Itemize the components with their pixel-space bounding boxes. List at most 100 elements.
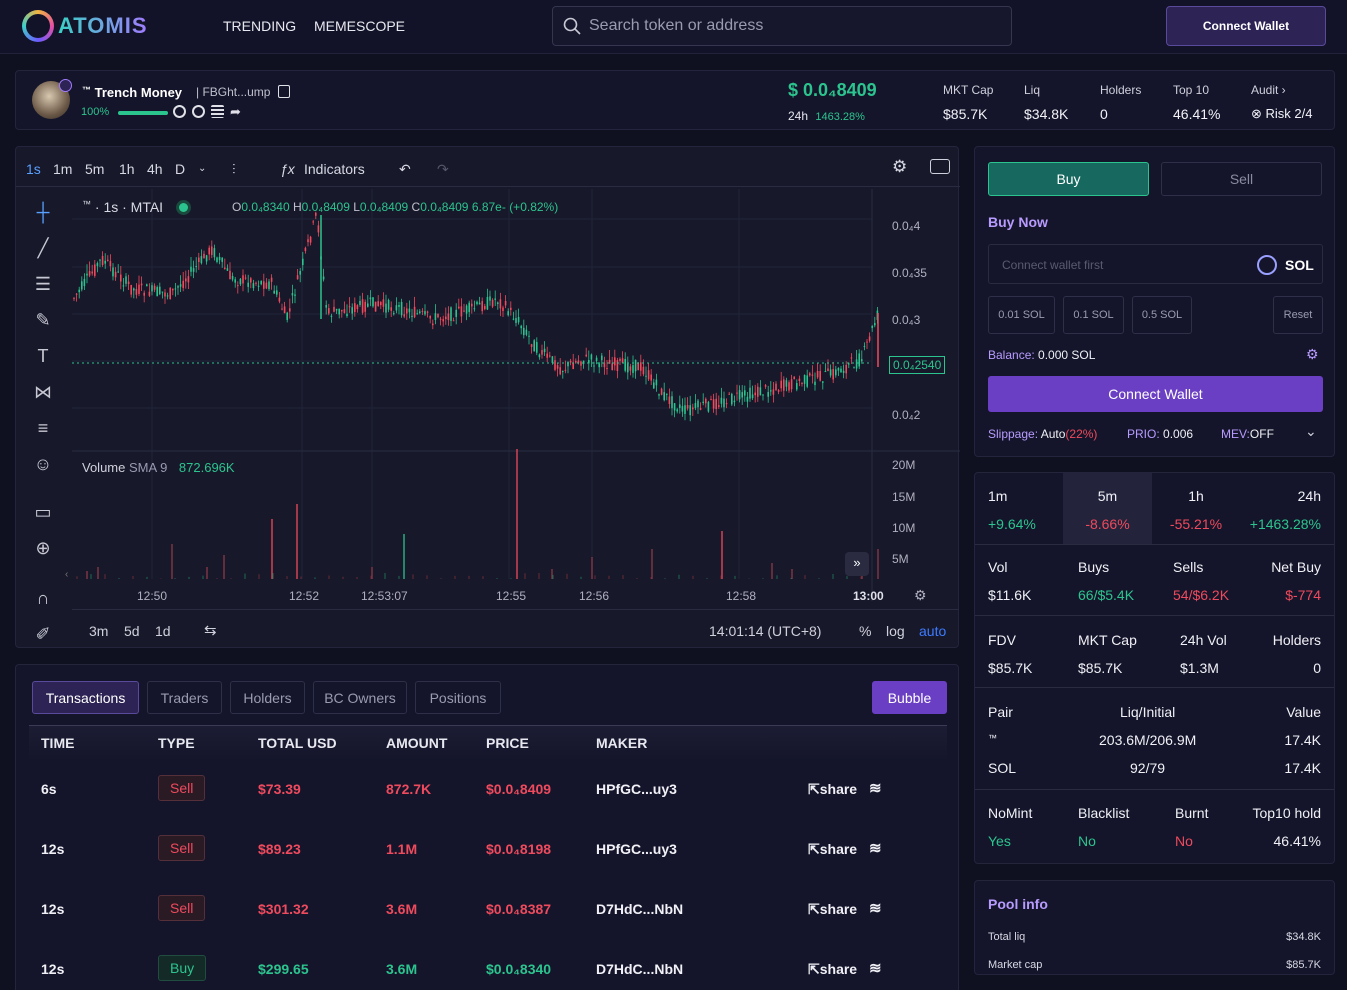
tf-1m[interactable]: 1m (53, 161, 73, 177)
quick-amount-001[interactable]: 0.01 SOL (988, 296, 1055, 334)
range-5d[interactable]: 5d (124, 623, 140, 639)
magnet-icon[interactable]: ∩ (36, 588, 50, 608)
search-token-icon[interactable] (192, 105, 205, 118)
percent-toggle[interactable]: % (859, 623, 872, 639)
tx-maker[interactable]: D7HdC...NbN (596, 961, 684, 977)
tf-d[interactable]: D (175, 161, 186, 177)
search-input[interactable]: Search token or address (589, 17, 764, 34)
tab-holders[interactable]: Holders (230, 681, 305, 714)
atomis-logo[interactable]: ATOMIS (22, 10, 148, 42)
candle-type-icon[interactable]: ⫶ (232, 161, 236, 177)
ohlc-readout: O0.0₄8340 H0.0₄8409 L0.0₄8409 C0.0₄8409 … (232, 200, 559, 214)
table-row[interactable]: 12s Buy $299.65 3.6M $0.0₄8340 D7HdC...NbN ⇱ sh… (16, 939, 960, 990)
share-link[interactable]: ⇱ share (808, 781, 858, 797)
globe-icon[interactable] (173, 105, 186, 118)
nav-trending[interactable]: TRENDING (223, 18, 297, 34)
currency-label[interactable]: SOL (1285, 257, 1314, 273)
table-header (29, 725, 947, 761)
share-link[interactable]: ⇱ share (808, 841, 858, 857)
trendline-icon[interactable]: ╱ (37, 238, 49, 258)
text-icon[interactable]: T (37, 346, 49, 366)
slippage[interactable]: Slippage: Auto(22%) (988, 427, 1098, 441)
tab-traders[interactable]: Traders (147, 681, 222, 714)
date-range-icon[interactable]: ⇆ (204, 622, 217, 639)
quick-amount-05[interactable]: 0.5 SOL (1132, 296, 1192, 334)
solscan-icon[interactable]: ≋ (869, 780, 882, 797)
tab-positions[interactable]: Positions (415, 681, 501, 714)
brush-icon[interactable]: ✎ (35, 310, 51, 330)
reset-button[interactable]: Reset (1273, 296, 1323, 334)
ruler-icon[interactable]: ▭ (34, 502, 52, 522)
tx-amount: 1.1M (386, 841, 418, 857)
indicators-button[interactable]: Indicators (304, 161, 365, 177)
period-selected-bg (1063, 473, 1152, 544)
tab-transactions[interactable]: Transactions (32, 681, 139, 714)
audit-top10: Top10 hold 46.41% (1252, 805, 1321, 849)
undo-icon[interactable]: ↶ (399, 161, 411, 177)
solscan-icon[interactable]: ≋ (869, 960, 882, 977)
volume-legend: Volume SMA 9 872.696K (82, 460, 235, 475)
lock-draw-icon[interactable]: ✐ (35, 624, 51, 644)
collapse-toolbar-icon[interactable]: ‹ (65, 569, 69, 580)
tf-4h[interactable]: 4h (147, 161, 163, 177)
tf-5m[interactable]: 5m (85, 161, 105, 177)
volume-tick: 5M (892, 552, 909, 566)
tab-bc-owners[interactable]: BC Owners (313, 681, 407, 714)
copy-icon[interactable] (278, 85, 290, 98)
tf-1s[interactable]: 1s (26, 161, 41, 177)
chart-canvas[interactable] (72, 189, 960, 601)
zoom-icon[interactable]: ⊕ (35, 538, 51, 558)
chart-clock[interactable]: 14:01:14 (UTC+8) (709, 623, 822, 639)
priority-fee[interactable]: PRIO: 0.006 (1127, 427, 1194, 441)
chevron-down-icon[interactable]: ⌄ (1305, 423, 1317, 439)
time-tick: 12:52 (289, 589, 320, 603)
period-1h[interactable]: 1h -55.21% (1169, 488, 1223, 532)
solana-icon[interactable] (211, 105, 224, 118)
tx-maker[interactable]: HPfGC...uy3 (596, 841, 677, 857)
connect-wallet-trade-button[interactable]: Connect Wallet (988, 376, 1323, 412)
share-link[interactable]: ⇱ share (808, 961, 858, 977)
period-5m[interactable]: 5m -8.66% (1085, 488, 1130, 532)
solscan-icon[interactable]: ≋ (869, 900, 882, 917)
tf-1h[interactable]: 1h (119, 161, 135, 177)
stat-audit[interactable]: Audit › ⊗ Risk 2/4 (1251, 83, 1313, 121)
forecast-icon[interactable]: ≡ (37, 418, 49, 438)
axis-settings-icon[interactable]: ⚙ (914, 587, 927, 603)
price-chart-panel: 1s 1m 5m 1h 4h D ⌄ ⫶ ƒx Indicators ↶ ↷ ⚙… (15, 146, 960, 648)
quick-amount-01[interactable]: 0.1 SOL (1063, 296, 1124, 334)
period-1m[interactable]: 1m +9.64% (988, 488, 1036, 532)
amount-input[interactable]: Connect wallet first SOL (988, 244, 1323, 284)
share-icon[interactable]: ➦ (230, 104, 241, 119)
trade-settings-icon[interactable]: ⚙ (1306, 346, 1319, 362)
table-row[interactable]: 6s Sell $73.39 872.7K $0.0₄8409 HPfGC...uy3 ⇱ s… (16, 759, 960, 819)
chart-settings-icon[interactable]: ⚙ (892, 157, 908, 176)
solscan-icon[interactable]: ≋ (869, 840, 882, 857)
table-row[interactable]: 12s Sell $89.23 1.1M $0.0₄8198 HPfGC...uy3 ⇱ sh… (16, 819, 960, 879)
auto-toggle[interactable]: auto (919, 623, 947, 639)
mev-protect[interactable]: MEV:OFF (1221, 427, 1274, 441)
tf-dropdown-icon[interactable]: ⌄ (198, 163, 207, 174)
connect-wallet-button[interactable]: Connect Wallet (1166, 6, 1326, 46)
audit-burnt: Burnt No (1175, 805, 1209, 849)
range-3m[interactable]: 3m (89, 623, 109, 639)
audit-nomint: NoMint Yes (988, 805, 1033, 849)
tx-maker[interactable]: HPfGC...uy3 (596, 781, 677, 797)
crosshair-icon[interactable]: ┼ (36, 202, 50, 222)
emoji-icon[interactable]: ☺ (33, 454, 53, 474)
screenshot-icon[interactable] (930, 159, 950, 174)
tx-maker[interactable]: D7HdC...NbN (596, 901, 684, 917)
scroll-to-latest-icon[interactable]: » (845, 552, 869, 576)
buy-tab[interactable]: Buy (988, 162, 1149, 196)
range-1d[interactable]: 1d (155, 623, 171, 639)
bubble-button[interactable]: Bubble (872, 681, 947, 714)
sell-tab[interactable]: Sell (1161, 162, 1322, 196)
fib-icon[interactable]: ☰ (34, 274, 52, 294)
log-toggle[interactable]: log (886, 623, 905, 639)
pattern-icon[interactable]: ⋈ (34, 382, 52, 402)
nav-memescope[interactable]: MEMESCOPE (314, 18, 406, 34)
search-bar[interactable]: Search token or address (552, 6, 1012, 46)
table-row[interactable]: 12s Sell $301.32 3.6M $0.0₄8387 D7HdC...NbN ⇱ s… (16, 879, 960, 939)
share-link[interactable]: ⇱ share (808, 901, 858, 917)
period-24h[interactable]: 24h +1463.28% (1249, 488, 1321, 532)
redo-icon[interactable]: ↷ (437, 161, 449, 177)
